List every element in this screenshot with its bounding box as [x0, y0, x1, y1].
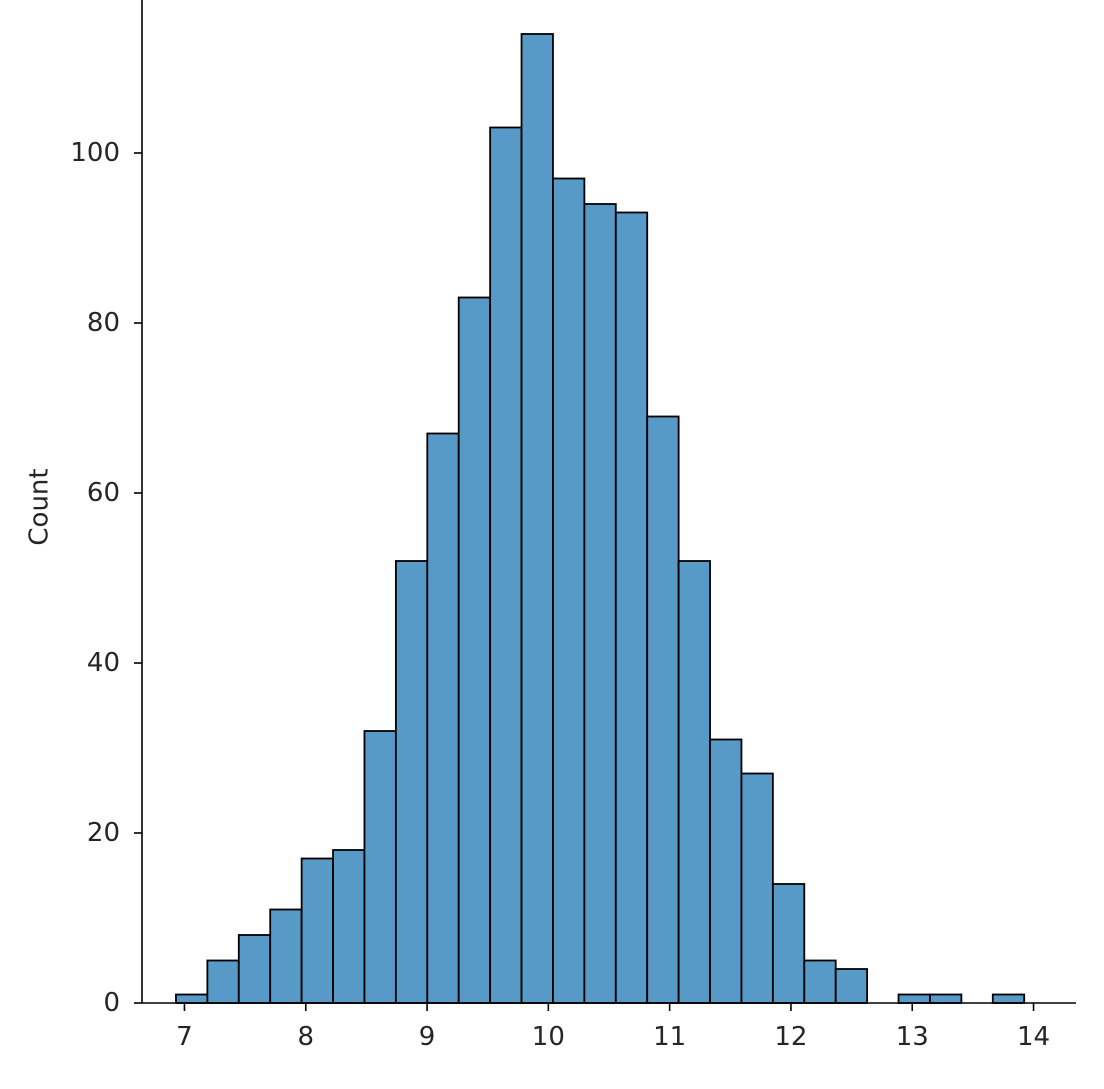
histogram-bar — [206, 959, 240, 1004]
y-axis-label: Count — [25, 468, 55, 545]
histogram-bar — [394, 560, 429, 1004]
histogram-bar — [332, 849, 366, 1004]
y-tick-label: 80 — [87, 308, 120, 338]
x-tick-label: 12 — [774, 1022, 807, 1052]
histogram-bar — [237, 934, 272, 1004]
x-tick-label: 7 — [176, 1022, 193, 1052]
histogram-bar — [803, 959, 837, 1004]
y-tick-label: 100 — [70, 138, 120, 168]
histogram-bar — [489, 126, 523, 1004]
histogram-bar — [646, 415, 680, 1004]
x-tick-label: 9 — [419, 1022, 436, 1052]
histogram-bar — [552, 177, 586, 1004]
histogram-bar — [426, 432, 460, 1004]
y-ticks-layer: 0 20 40 60 80 100 — [70, 138, 142, 1018]
histogram-bar — [771, 883, 806, 1004]
histogram-bar — [709, 738, 743, 1004]
histogram-bar — [583, 203, 617, 1004]
histogram-bar — [300, 857, 334, 1004]
bars-layer — [175, 33, 1026, 1004]
y-tick-label: 20 — [87, 818, 120, 848]
histogram-bar — [677, 560, 711, 1004]
y-tick-label: 0 — [103, 988, 120, 1018]
histogram-bar — [929, 993, 963, 1004]
histogram-bar — [520, 33, 554, 1004]
x-tick-label: 8 — [297, 1022, 314, 1052]
histogram-bar — [834, 968, 869, 1004]
histogram-bar — [991, 993, 1026, 1004]
histogram-bar — [175, 993, 209, 1004]
histogram-bar — [269, 908, 303, 1004]
y-tick-label: 60 — [87, 478, 120, 508]
histogram-bar — [897, 993, 931, 1004]
histogram-bar — [363, 730, 397, 1004]
histogram-bar — [614, 211, 649, 1004]
x-tick-label: 10 — [532, 1022, 565, 1052]
x-ticks-layer: 7 8 9 10 11 12 13 14 — [176, 1003, 1050, 1052]
x-tick-label: 11 — [653, 1022, 686, 1052]
histogram-bar — [457, 296, 492, 1004]
y-tick-label: 40 — [87, 648, 120, 678]
x-tick-label: 14 — [1017, 1022, 1050, 1052]
x-tick-label: 13 — [896, 1022, 929, 1052]
histogram-bar — [740, 772, 774, 1004]
